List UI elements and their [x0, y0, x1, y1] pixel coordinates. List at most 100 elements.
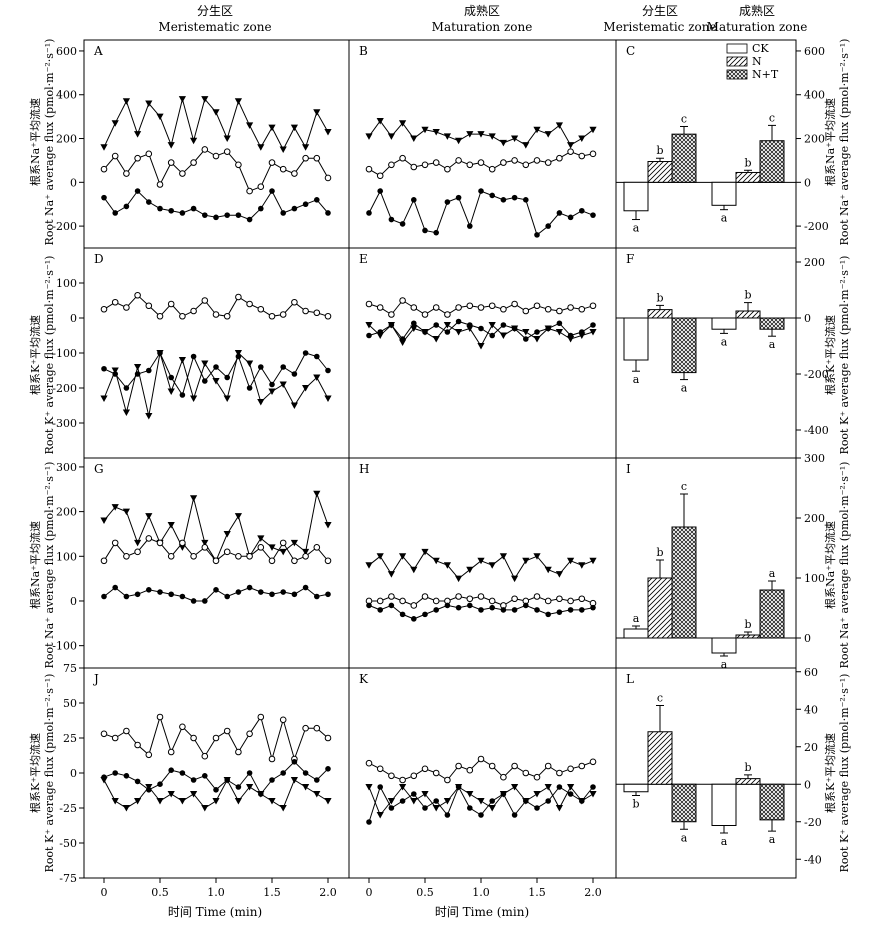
- header-col1-en: Meristematic zone: [158, 20, 271, 34]
- data-point: [291, 759, 298, 765]
- data-point: [533, 126, 541, 134]
- data-point: [567, 784, 575, 791]
- data-point: [556, 595, 563, 603]
- data-point: [444, 199, 451, 205]
- data-point: [522, 769, 530, 777]
- data-point: [422, 227, 428, 234]
- data-point: [544, 131, 552, 138]
- data-point: [145, 150, 153, 158]
- data-point: [377, 188, 384, 194]
- y-tick-label: 300: [56, 461, 77, 474]
- data-point: [399, 336, 406, 342]
- data-point: [533, 773, 541, 781]
- significance-letter: c: [769, 111, 775, 124]
- data-point: [279, 548, 287, 556]
- data-point: [156, 539, 164, 547]
- significance-letter: b: [744, 289, 751, 302]
- data-point: [223, 395, 231, 402]
- data-point: [399, 221, 406, 227]
- data-point: [567, 765, 574, 773]
- ylab-right-row3: 根系Na⁺平均流速Root Na⁺ average flux (pmol·m⁻²…: [823, 462, 851, 669]
- panel-i: I 0 100 200 300 a a b b c a: [615, 452, 825, 671]
- data-point: [235, 161, 242, 169]
- panel-frame: [83, 667, 350, 879]
- data-point: [366, 602, 372, 609]
- y-tick-label: 400: [56, 89, 77, 102]
- data-point: [578, 305, 586, 313]
- data-point: [399, 784, 407, 791]
- data-point: [590, 604, 596, 611]
- panel-letter: L: [626, 672, 634, 686]
- xlabel-col2: 时间 Time (min): [435, 905, 529, 919]
- data-point: [313, 724, 321, 732]
- data-point: [313, 544, 321, 551]
- data-point: [443, 562, 451, 569]
- data-point: [534, 232, 540, 238]
- data-point: [291, 170, 298, 177]
- data-point: [134, 371, 141, 377]
- y-tick-label: 600: [56, 45, 77, 58]
- data-point: [325, 210, 331, 216]
- data-point: [246, 552, 253, 560]
- data-point: [258, 589, 264, 595]
- data-point: [432, 128, 440, 136]
- x-tick-label: 1.0: [472, 886, 490, 899]
- y-tick-label: 200: [804, 256, 825, 269]
- data-point: [366, 819, 372, 825]
- data-point: [302, 552, 309, 560]
- data-point: [523, 798, 529, 804]
- data-point: [279, 165, 287, 173]
- data-point: [499, 139, 507, 147]
- y-tick-label: 300: [804, 452, 825, 465]
- data-point: [410, 325, 418, 332]
- data-point: [313, 490, 321, 498]
- data-point: [589, 557, 597, 565]
- x-tick-label: 2.0: [584, 886, 602, 899]
- data-point: [179, 770, 186, 776]
- y-tick-label: -200: [804, 220, 829, 233]
- data-point: [377, 784, 384, 790]
- data-point: [258, 791, 264, 797]
- data-point: [111, 152, 119, 160]
- data-point: [477, 343, 485, 350]
- data-point: [223, 727, 231, 735]
- data-point: [444, 329, 451, 335]
- data-point: [578, 135, 586, 143]
- data-point: [246, 300, 253, 308]
- data-point: [511, 135, 519, 143]
- bar-n: [735, 310, 761, 319]
- data-point: [324, 798, 332, 805]
- data-point: [290, 402, 298, 409]
- data-point: [443, 798, 451, 805]
- data-point: [145, 751, 153, 759]
- data-point: [269, 188, 275, 194]
- significance-letter: a: [769, 833, 776, 846]
- data-point: [455, 194, 462, 201]
- data-point: [466, 791, 474, 798]
- bar-n: [735, 634, 761, 639]
- bar-ck: [711, 181, 737, 206]
- data-point: [567, 214, 574, 221]
- data-point: [291, 205, 298, 212]
- data-point: [179, 210, 186, 216]
- data-point: [145, 413, 153, 420]
- significance-letter: a: [769, 567, 776, 580]
- bar-nt: [671, 317, 697, 374]
- data-point: [167, 142, 175, 149]
- data-point: [388, 161, 395, 169]
- data-point: [235, 212, 242, 218]
- data-point: [123, 170, 130, 177]
- data-point: [522, 329, 530, 336]
- data-point: [224, 777, 230, 783]
- data-point: [246, 122, 254, 129]
- data-point: [122, 508, 130, 516]
- data-point: [422, 805, 428, 811]
- data-point: [544, 159, 552, 166]
- data-point: [168, 207, 174, 214]
- y-tick-label: -300: [52, 417, 77, 430]
- data-point: [387, 571, 395, 578]
- data-point: [545, 223, 551, 229]
- data-point: [432, 769, 440, 777]
- panel-letter: A: [93, 44, 103, 58]
- y-tick-label: 0: [70, 595, 77, 608]
